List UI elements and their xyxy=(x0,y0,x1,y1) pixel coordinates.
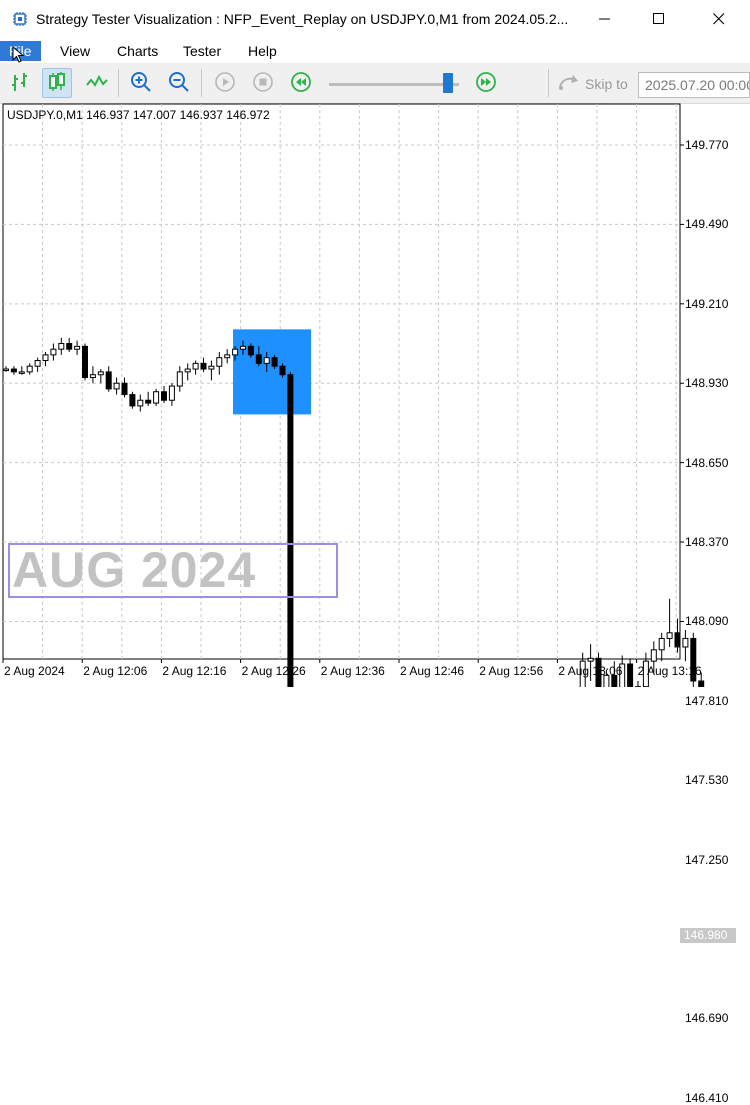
watermark-text: AUG 2024 xyxy=(12,541,256,599)
candle xyxy=(19,372,24,374)
candle xyxy=(59,344,64,350)
x-tick-label: 2 Aug 2024 xyxy=(4,664,65,678)
candle xyxy=(667,633,672,639)
candle xyxy=(193,363,198,369)
candle xyxy=(683,638,688,647)
candle xyxy=(27,366,32,372)
y-tick-label: 148.650 xyxy=(685,456,728,470)
candle xyxy=(43,355,48,361)
candle xyxy=(272,358,277,367)
x-tick-label: 2 Aug 12:56 xyxy=(479,664,543,678)
y-tick-label: 146.690 xyxy=(685,1011,728,1025)
candle xyxy=(154,392,159,403)
candle xyxy=(75,346,80,349)
candle xyxy=(162,392,167,401)
candle xyxy=(122,383,127,394)
candle xyxy=(106,372,111,389)
highlight-zone xyxy=(233,329,311,414)
candle xyxy=(699,681,704,687)
candle xyxy=(209,366,214,369)
candle xyxy=(177,372,182,386)
candle xyxy=(288,375,293,687)
candle xyxy=(83,346,88,377)
y-tick-label: 149.210 xyxy=(685,297,728,311)
candle xyxy=(146,400,151,403)
y-tick-label: 149.490 xyxy=(685,217,728,231)
candle xyxy=(280,366,285,375)
y-tick-label: 148.090 xyxy=(685,614,728,628)
x-tick-label: 2 Aug 12:36 xyxy=(321,664,385,678)
candle xyxy=(169,386,174,400)
candle xyxy=(67,344,72,350)
candle xyxy=(628,664,633,687)
candle xyxy=(264,358,269,364)
candle xyxy=(201,363,206,369)
y-tick-label: 148.370 xyxy=(685,535,728,549)
candle xyxy=(11,369,16,372)
candle xyxy=(588,658,593,661)
candle xyxy=(130,395,135,406)
y-tick-label: 148.930 xyxy=(685,376,728,390)
candle xyxy=(659,638,664,649)
candle xyxy=(90,375,95,378)
symbol-info: USDJPY.0,M1 146.937 147.007 146.937 146.… xyxy=(7,108,270,122)
candle xyxy=(241,346,246,349)
candle xyxy=(651,650,656,661)
candle xyxy=(98,372,103,375)
candle xyxy=(4,369,9,371)
y-tick-label: 147.530 xyxy=(685,773,728,787)
candle xyxy=(256,355,261,364)
x-tick-label: 2 Aug 12:46 xyxy=(400,664,464,678)
candle xyxy=(233,349,238,355)
x-tick-label: 2 Aug 12:06 xyxy=(83,664,147,678)
y-tick-label: 147.810 xyxy=(685,694,728,708)
candle xyxy=(675,633,680,647)
x-tick-label: 2 Aug 13:06 xyxy=(558,664,622,678)
candle xyxy=(114,383,119,389)
candle xyxy=(225,355,230,358)
candle xyxy=(51,349,56,355)
candle xyxy=(185,369,190,372)
candle xyxy=(217,358,222,367)
x-tick-label: 2 Aug 12:26 xyxy=(242,664,306,678)
y-tick-label: 149.770 xyxy=(685,138,728,152)
x-tick-label: 2 Aug 12:16 xyxy=(162,664,226,678)
candle xyxy=(138,400,143,406)
y-tick-label: 146.410 xyxy=(685,1091,728,1105)
current-price-tag: 146.980 xyxy=(680,928,736,943)
candle xyxy=(35,361,40,367)
y-tick-label: 147.250 xyxy=(685,853,728,867)
x-tick-label: 2 Aug 13:16 xyxy=(638,664,702,678)
candle xyxy=(248,346,253,355)
